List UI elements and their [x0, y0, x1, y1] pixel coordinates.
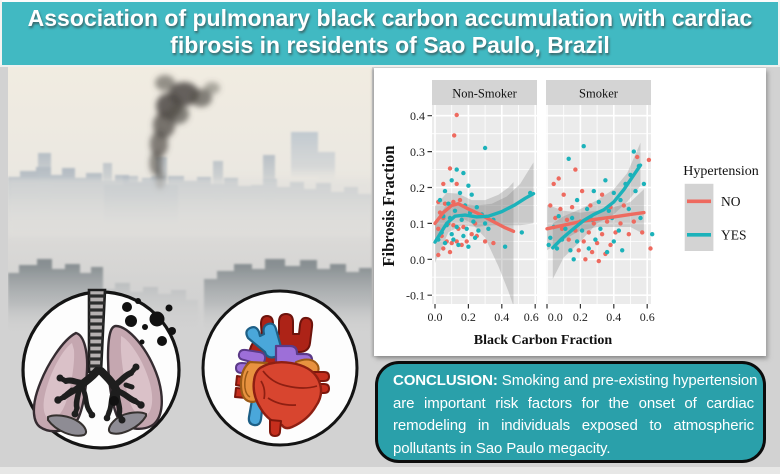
svg-text:0.4: 0.4 [410, 109, 425, 123]
svg-text:0.2: 0.2 [461, 310, 476, 324]
svg-text:0.6: 0.6 [640, 310, 655, 324]
svg-text:Non-Smoker: Non-Smoker [452, 87, 517, 101]
svg-text:Smoker: Smoker [579, 87, 619, 101]
svg-text:0.6: 0.6 [524, 310, 539, 324]
svg-text:0.0: 0.0 [428, 310, 443, 324]
svg-text:-0.1: -0.1 [406, 289, 425, 303]
svg-text:0.0: 0.0 [548, 310, 563, 324]
svg-text:Fibrosis Fraction: Fibrosis Fraction [379, 145, 398, 266]
svg-text:YES: YES [721, 228, 747, 243]
svg-text:NO: NO [721, 194, 741, 209]
svg-text:Hypertension: Hypertension [683, 164, 758, 179]
svg-text:0.3: 0.3 [410, 145, 425, 159]
svg-text:0.1: 0.1 [410, 217, 425, 231]
svg-text:0.4: 0.4 [494, 310, 509, 324]
svg-text:Black Carbon Fraction: Black Carbon Fraction [474, 333, 613, 348]
svg-text:0.2: 0.2 [573, 310, 588, 324]
svg-text:0.4: 0.4 [606, 310, 621, 324]
svg-text:0.2: 0.2 [410, 181, 425, 195]
svg-text:0.0: 0.0 [410, 253, 425, 267]
